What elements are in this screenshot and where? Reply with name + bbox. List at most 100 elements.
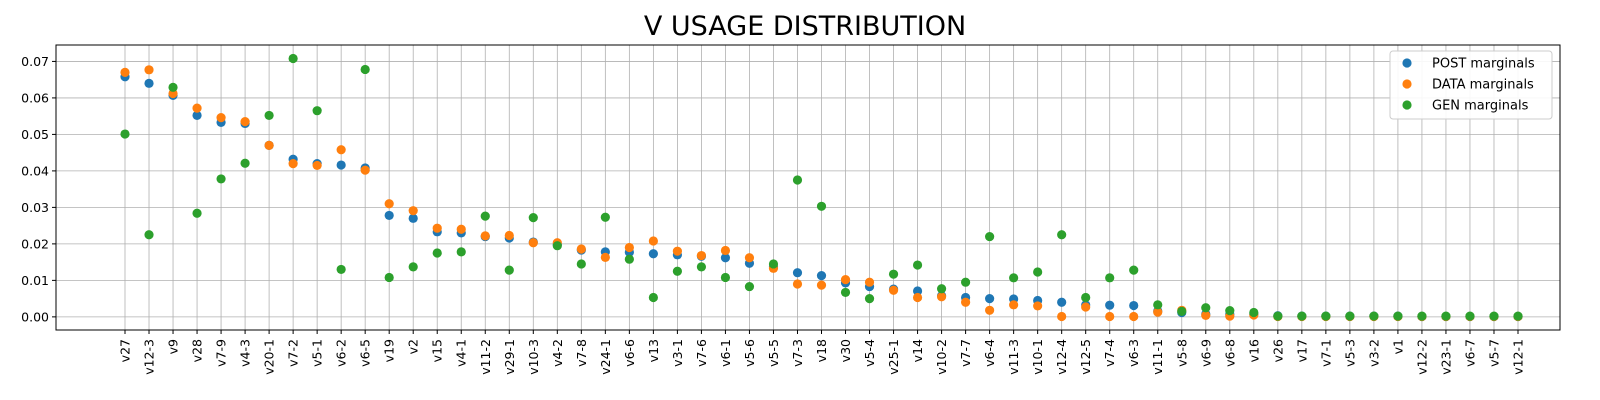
data-point	[432, 248, 442, 258]
data-point	[648, 249, 658, 259]
data-point	[288, 53, 298, 64]
data-point	[1009, 273, 1019, 283]
data-point	[936, 292, 947, 302]
data-point	[1273, 311, 1283, 321]
data-point	[1081, 292, 1091, 303]
data-point	[816, 271, 827, 281]
data-point	[1489, 311, 1499, 321]
data-point	[696, 262, 707, 272]
x-tick-label: v7-8	[574, 339, 589, 367]
x-tick-label: v3-2	[1366, 339, 1381, 367]
legend: POST marginals DATA marginals GEN marginal…	[1389, 50, 1553, 120]
x-tick-label: v13	[646, 339, 661, 362]
legend-marker	[1402, 79, 1412, 89]
data-point	[480, 231, 490, 241]
data-point	[408, 213, 418, 223]
data-point	[1129, 265, 1139, 275]
data-point	[1249, 307, 1259, 318]
data-point	[432, 223, 442, 233]
y-axis: 0.00 0.01 0.02 0.03 0.04 0.05 0.06 0.07	[21, 54, 56, 324]
legend-marker	[1402, 58, 1412, 68]
data-point	[528, 213, 538, 223]
data-point	[144, 78, 154, 88]
data-point	[192, 208, 202, 218]
data-point	[144, 230, 154, 240]
data-point	[768, 259, 779, 269]
legend-box	[1389, 50, 1553, 120]
data-point	[240, 117, 250, 127]
data-point	[1321, 311, 1331, 321]
legend-label: GEN marginals	[1432, 99, 1529, 114]
x-tick-label: v11-1	[1150, 339, 1165, 375]
data-point	[1033, 267, 1043, 277]
y-tick-label: 0.01	[21, 273, 49, 288]
data-point	[576, 244, 586, 254]
data-point	[792, 175, 803, 185]
data-point	[1057, 311, 1067, 322]
data-point	[1105, 273, 1115, 283]
y-tick-label: 0.00	[21, 309, 49, 324]
data-point	[985, 305, 995, 315]
data-point	[336, 264, 346, 275]
data-point	[336, 160, 346, 170]
data-point	[288, 158, 298, 169]
data-point	[961, 297, 971, 307]
data-point	[1297, 311, 1307, 321]
x-tick-label: v16	[1246, 339, 1261, 362]
data-point	[312, 160, 322, 171]
x-tick-label: v4-3	[238, 339, 253, 367]
x-tick-label: v6-6	[622, 339, 637, 367]
data-point	[552, 241, 562, 251]
data-point	[264, 110, 274, 121]
y-tick-label: 0.07	[21, 54, 49, 69]
data-point	[456, 224, 466, 234]
data-point	[192, 110, 202, 121]
data-point	[216, 174, 226, 184]
x-tick-label: v30	[838, 339, 853, 362]
data-point	[312, 106, 322, 116]
x-tick-label: v24-1	[598, 339, 613, 375]
data-point	[648, 292, 658, 303]
x-tick-label: v11-2	[478, 339, 493, 375]
x-tick-label: v6-5	[358, 339, 373, 367]
x-tick-label: v10-2	[934, 339, 949, 375]
x-tick-label: v7-1	[1318, 339, 1333, 367]
x-tick-label: v4-1	[454, 339, 469, 367]
y-tick-label: 0.05	[21, 127, 49, 142]
data-point	[216, 113, 226, 123]
data-point	[120, 67, 130, 77]
x-tick-label: v2	[406, 339, 421, 354]
data-point	[1153, 307, 1163, 317]
data-point	[504, 230, 514, 241]
data-point	[1105, 311, 1115, 322]
x-tick-label: v6-3	[1126, 339, 1141, 367]
data-point	[1369, 311, 1379, 321]
x-tick-label: v5-3	[1342, 339, 1357, 367]
data-point	[384, 210, 394, 221]
data-point	[528, 238, 538, 248]
data-point	[792, 268, 803, 278]
data-point	[1201, 310, 1211, 321]
x-tick-label: v7-9	[214, 339, 229, 367]
x-tick-label: v11-3	[1006, 339, 1021, 375]
x-tick-label: v14	[910, 339, 925, 362]
data-point	[1057, 297, 1067, 307]
x-tick-label: v5-6	[742, 339, 757, 367]
data-point	[1465, 311, 1475, 321]
x-tick-label: v17	[1294, 339, 1309, 362]
x-tick-label: v6-2	[334, 339, 349, 367]
legend-marker	[1402, 100, 1412, 110]
data-point	[480, 211, 490, 221]
data-point	[504, 265, 514, 275]
data-point	[1009, 300, 1019, 310]
data-point	[168, 82, 178, 92]
x-tick-label: v29-1	[502, 339, 517, 375]
legend-label: DATA marginals	[1432, 78, 1534, 93]
data-point	[144, 65, 154, 75]
x-tick-label: v5-1	[310, 339, 325, 367]
x-tick-label: v7-2	[286, 339, 301, 367]
x-tick-label: v5-5	[766, 339, 781, 367]
data-point	[264, 140, 274, 150]
data-point	[792, 279, 803, 289]
